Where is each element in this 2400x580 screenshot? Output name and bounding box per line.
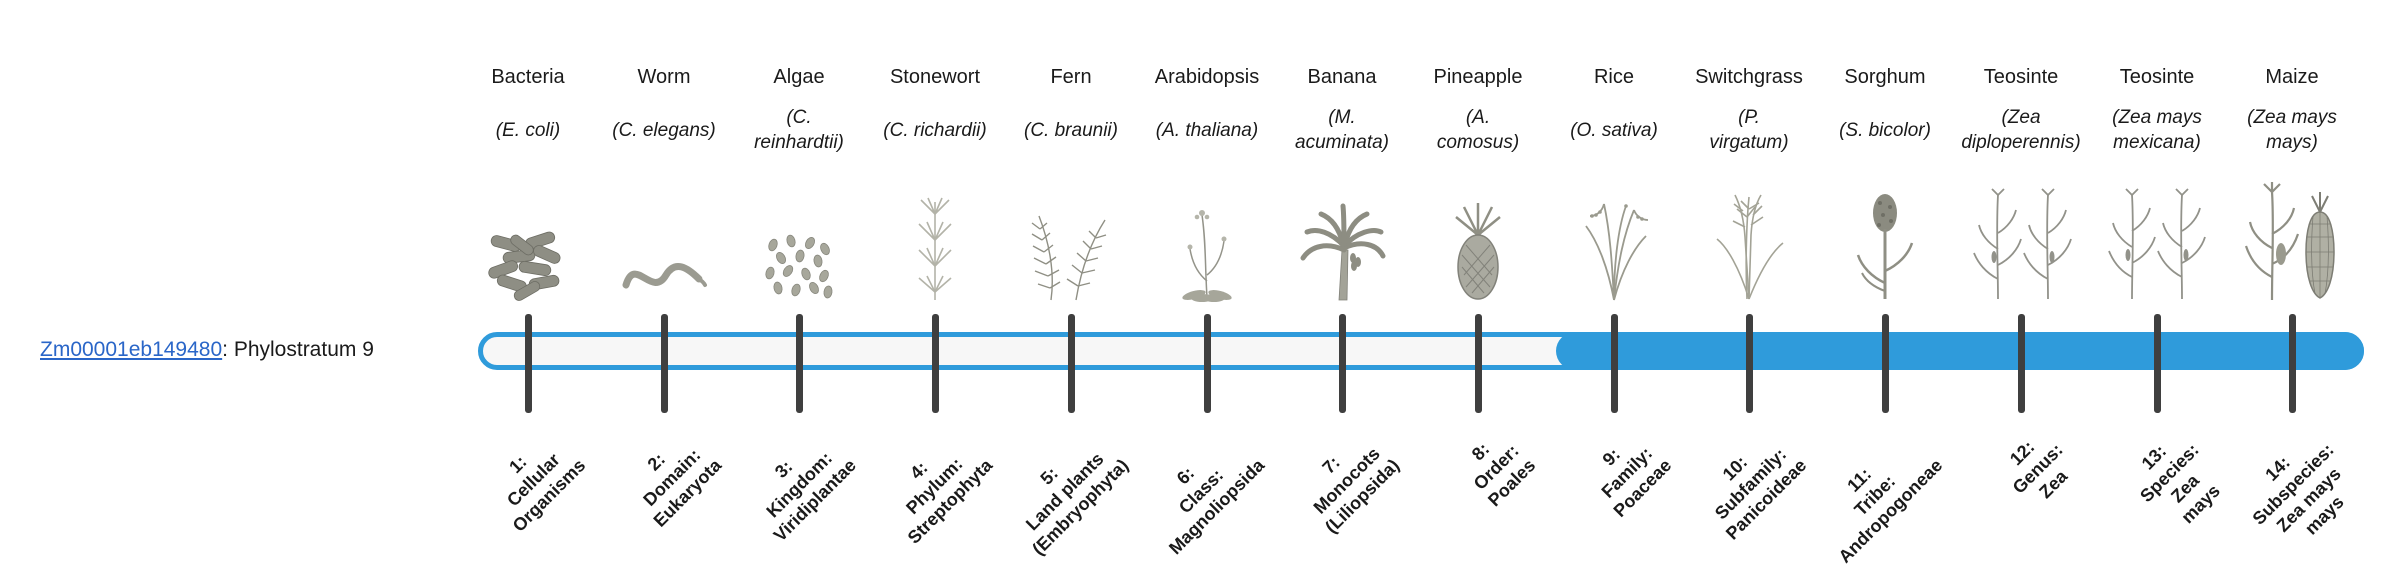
organism-scientific-name: (S. bicolor): [1839, 119, 1931, 141]
algae-illustration: [719, 168, 879, 302]
teosinte-illustration: [1941, 168, 2101, 302]
organism-scientific-name: (C. richardii): [883, 119, 987, 141]
column-maize: Maize (Zea mays mays): [2212, 0, 2372, 580]
organism-scientific-name: (C. reinhardtii): [754, 107, 844, 153]
stratum-label-6: 6: Class: Magnoliopsida: [1164, 455, 1269, 559]
rice-illustration: [1534, 168, 1694, 302]
organism-name: Worm: [637, 66, 691, 88]
organism-scientific-name: (A. comosus): [1436, 107, 1520, 153]
column-algae: Algae (C. reinhardtii): [719, 0, 879, 580]
sorghum-illustration: [1805, 168, 1965, 302]
organism-name: Switchgrass: [1695, 66, 1803, 88]
column-bacteria: Bacteria (E. coli) 1: Cellular Orga: [448, 0, 608, 580]
column-switchgrass: Switchgrass (P. virgatum) 10: Subfamily:…: [1669, 0, 1829, 580]
stratum-label-4: 4: Phylum: Streptophyta: [902, 453, 997, 548]
stratum-label-7: 7: Monocots (Liliopsida): [1309, 443, 1404, 538]
tick-stratum-2: [660, 314, 668, 413]
organism-name: Rice: [1593, 66, 1634, 88]
tick-stratum-14: [2288, 314, 2296, 413]
column-teosinte-mexicana: Teosinte (Zea mays mexicana): [2077, 0, 2237, 580]
organism-name: Pineapple: [1433, 66, 1523, 88]
stratum-label-2: 2: Domain: Eukaryota: [639, 444, 726, 531]
tick-stratum-4: [931, 314, 939, 413]
organism-scientific-name: (Zea mays mays): [2247, 107, 2337, 153]
stratum-label-11: 11: Tribe: Andropogoneae: [1834, 455, 1947, 567]
stratum-label-9: 9: Family: Poaceae: [1597, 443, 1676, 521]
arabidopsis-illustration: [1127, 168, 1287, 302]
worm-illustration: [584, 168, 744, 302]
tick-stratum-10: [1745, 314, 1753, 413]
switchgrass-illustration: [1669, 168, 1829, 302]
teosinte-illustration: [2077, 168, 2237, 302]
maize-illustration: [2212, 168, 2372, 302]
organism-name: Arabidopsis: [1154, 66, 1260, 88]
tick-stratum-6: [1203, 314, 1211, 413]
organism-name: Teosinte: [2119, 66, 2195, 88]
organism-name: Banana: [1307, 66, 1377, 88]
gene-label: Zm00001eb149480: Phylostratum 9: [40, 338, 374, 362]
bacteria-illustration: [448, 168, 608, 302]
organism-scientific-name: (Zea diploperennis): [1961, 107, 2081, 153]
column-teosinte-diploperennis: Teosinte (Zea diploperennis): [1941, 0, 2101, 580]
tick-stratum-1: [524, 314, 532, 413]
organism-scientific-name: (M. acuminata): [1295, 107, 1389, 153]
tick-stratum-7: [1338, 314, 1346, 413]
organism-name: Fern: [1050, 66, 1092, 88]
organism-name: Teosinte: [1983, 66, 2059, 88]
column-sorghum: Sorghum (S. bicolor) 11: Tribe: Andropog…: [1805, 0, 1965, 580]
column-pineapple: Pineapple (A. comosus) 8: Order: Poales: [1398, 0, 1558, 580]
column-banana: Banana (M. acuminata) 7: Monoc: [1262, 0, 1422, 580]
organism-name: Bacteria: [491, 66, 565, 88]
phylostrata-bar-fill: [1556, 332, 2364, 370]
organism-name: Sorghum: [1844, 66, 1926, 88]
tick-stratum-8: [1474, 314, 1482, 413]
column-arabidopsis: Arabidopsis (A. thaliana): [1127, 0, 1287, 580]
fern-illustration: [991, 168, 1151, 302]
organism-scientific-name: (P. virgatum): [1709, 107, 1789, 153]
stonewort-illustration: [855, 168, 1015, 302]
stratum-label-14: 14: Subspecies: Zea mays mays: [2248, 439, 2348, 539]
organism-scientific-name: (E. coli): [495, 119, 561, 141]
tick-stratum-5: [1067, 314, 1075, 413]
tick-stratum-9: [1610, 314, 1618, 413]
tick-stratum-3: [795, 314, 803, 413]
tick-stratum-11: [1881, 314, 1889, 413]
stratum-label-10: 10: Subfamily: Panicoideae: [1710, 444, 1811, 544]
organism-name: Maize: [2265, 66, 2319, 88]
stratum-label-1: 1: Cellular Organisms: [502, 449, 590, 536]
column-worm: Worm (C. elegans) 2: Domain: Eukaryota: [584, 0, 744, 580]
organism-scientific-name: (C. braunii): [1024, 119, 1118, 141]
stratum-label-8: 8: Order: Poales: [1467, 438, 1540, 511]
gene-phylostratum-text: : Phylostratum 9: [222, 338, 374, 361]
organism-scientific-name: (A. thaliana): [1155, 119, 1259, 141]
organism-scientific-name: (Zea mays mexicana): [2112, 107, 2202, 153]
banana-illustration: [1262, 168, 1422, 302]
column-rice: Rice (O. sativa) 9: Family:: [1534, 0, 1694, 580]
organism-scientific-name: (O. sativa): [1570, 119, 1658, 141]
organism-name: Stonewort: [889, 66, 981, 88]
stratum-label-3: 3: Kingdom: Viridiplantae: [762, 447, 861, 546]
column-fern: Fern (C. braunii) 5: Land plants (Embryo…: [991, 0, 1151, 580]
tick-stratum-12: [2017, 314, 2025, 413]
organism-name: Algae: [773, 66, 825, 88]
column-stonewort: Stonewort (C. richardii) 4: Phylum: Stre…: [855, 0, 1015, 580]
pineapple-illustration: [1398, 168, 1558, 302]
organism-scientific-name: (C. elegans): [612, 119, 716, 141]
stratum-label-5: 5: Land plants (Embryophyta): [1021, 448, 1133, 560]
gene-id-link[interactable]: Zm00001eb149480: [40, 338, 223, 361]
tick-stratum-13: [2153, 314, 2161, 413]
stratum-label-12: 12: Genus: Zea: [2005, 436, 2072, 503]
